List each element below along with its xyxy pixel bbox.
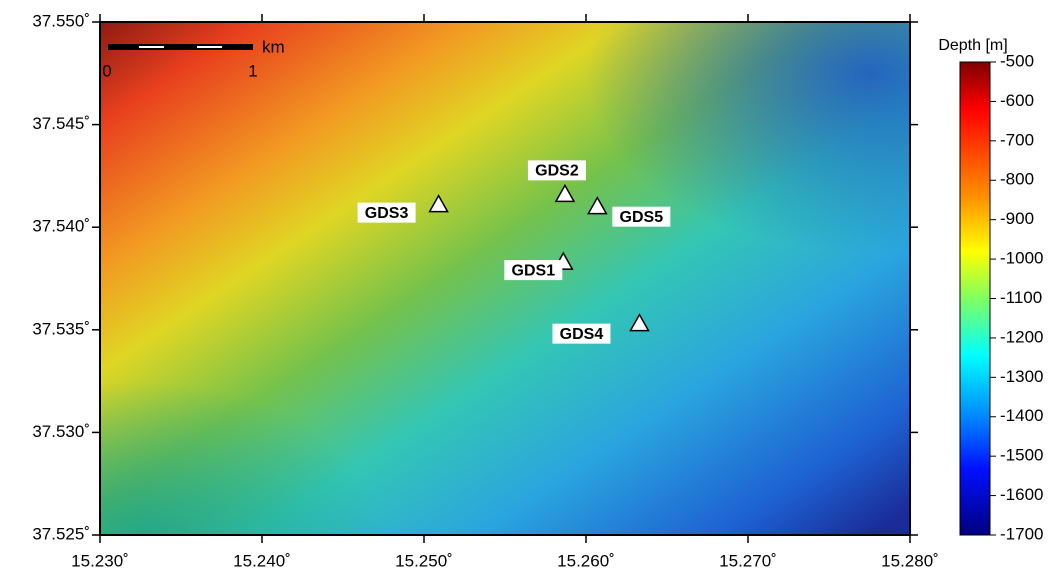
colorbar-tick-label: -1100 [1000, 288, 1042, 307]
station-marker [629, 313, 650, 332]
colorbar-tick-label: -1400 [1000, 406, 1043, 425]
scale-end: 1 [248, 61, 257, 80]
station-marker [554, 183, 576, 203]
lat-tick-label: 37.535˚ [32, 319, 90, 338]
station-marker [587, 196, 608, 215]
colorbar [959, 61, 991, 536]
scale-start: 0 [102, 61, 111, 80]
station-label: GDS4 [560, 326, 604, 343]
colorbar-tick-label: -1300 [1000, 367, 1043, 386]
lat-tick-label: 37.530˚ [32, 422, 90, 441]
station-label-box [357, 202, 416, 223]
colorbar-tick-label: -1500 [1000, 446, 1043, 465]
station-label-box [612, 206, 671, 227]
colorbar-title: Depth [m] [938, 37, 1007, 54]
scale-bar: km 0 1 [102, 37, 284, 80]
lon-tick-label: 15.260˚ [557, 551, 615, 570]
colorbar-tick-label: -1000 [1000, 249, 1043, 268]
scale-bar-bar [108, 44, 253, 50]
station-label: GDS3 [365, 205, 409, 222]
colorbar-tick-label: -800 [1000, 170, 1034, 189]
station-label-box [527, 160, 586, 181]
lon-tick-label: 15.280˚ [881, 551, 939, 570]
station-label: GDS5 [620, 209, 664, 226]
scale-bar-segment [197, 46, 222, 48]
colorbar-tick-label: -700 [1000, 130, 1034, 149]
lon-tick-label: 15.270˚ [719, 551, 777, 570]
lat-tick-label: 37.550˚ [32, 11, 90, 30]
map-frame [99, 21, 911, 536]
colorbar-tick-label: -1200 [1000, 327, 1043, 346]
station-label: GDS1 [512, 262, 556, 279]
lat-tick-label: 37.540˚ [32, 217, 90, 236]
station-label-box [552, 323, 611, 344]
scale-unit: km [262, 37, 285, 56]
colorbar-tick-label: -1600 [1000, 485, 1043, 504]
lat-tick-label: 37.545˚ [32, 114, 90, 133]
lon-tick-label: 15.250˚ [395, 551, 453, 570]
colorbar-tick-label: -600 [1000, 91, 1034, 110]
scale-bar-segment [139, 46, 164, 48]
colorbar-tick-label: -500 [1000, 51, 1034, 70]
station-label-box [504, 260, 563, 281]
lon-tick-label: 15.240˚ [233, 551, 291, 570]
station-marker [428, 194, 449, 213]
lat-tick-label: 37.525˚ [32, 524, 90, 543]
station-label: GDS2 [535, 163, 579, 180]
colorbar-tick-label: -900 [1000, 209, 1034, 228]
lon-tick-label: 15.230˚ [71, 551, 129, 570]
colorbar-tick-label: -1700 [1000, 524, 1043, 543]
